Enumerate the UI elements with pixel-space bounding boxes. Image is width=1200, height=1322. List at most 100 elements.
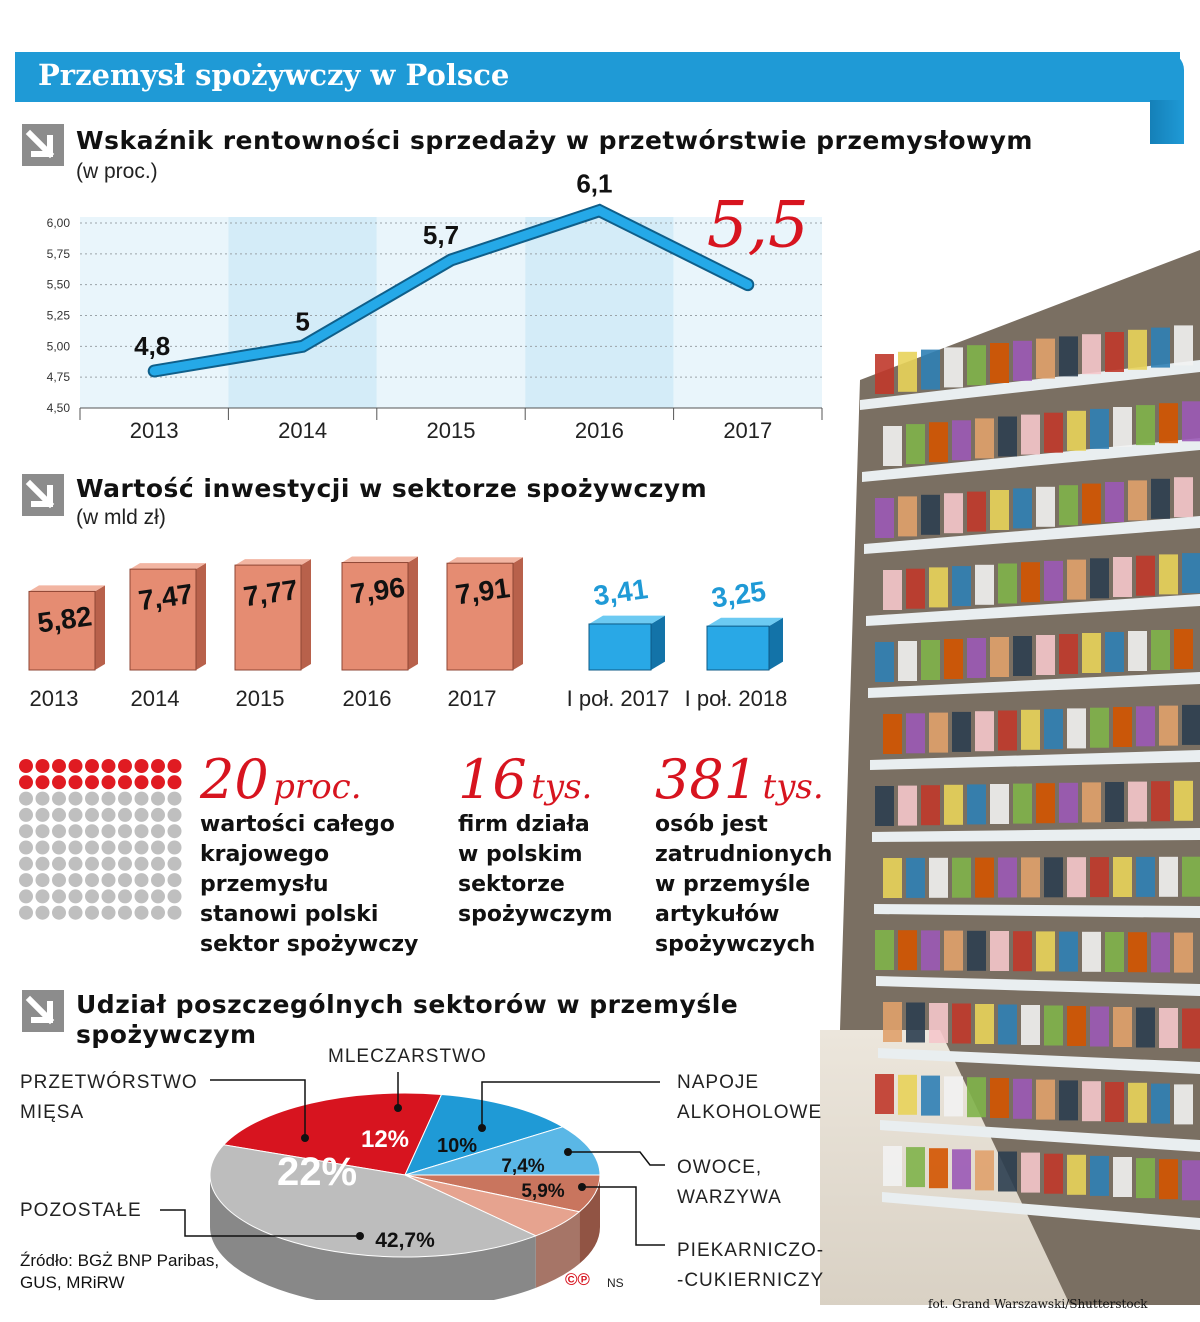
product-block [1113, 407, 1132, 447]
dot [35, 873, 50, 888]
product-block [1013, 636, 1032, 676]
pie-label-meat: PRZETWÓRSTWO MIĘSA [20, 1068, 198, 1128]
product-block [1182, 401, 1200, 442]
product-block [1128, 781, 1147, 822]
product-block [998, 1004, 1017, 1045]
pie-label-line: PRZETWÓRSTWO [20, 1072, 198, 1093]
dot [101, 824, 116, 839]
product-block [929, 1003, 948, 1043]
pie-label-line: ALKOHOLOWE [677, 1102, 823, 1123]
pie-value-label: 5,9% [521, 1181, 564, 1202]
dot [35, 791, 50, 806]
chart-band [525, 217, 674, 408]
product-block [967, 491, 986, 532]
stat-1-line: przemysłu [200, 872, 329, 897]
product-block [875, 498, 894, 538]
leader-dot [478, 1124, 486, 1132]
dot-highlighted [151, 759, 165, 773]
shelf-edge [866, 594, 1200, 626]
product-block [1136, 706, 1155, 747]
dot [19, 889, 33, 904]
shelf-edge [860, 360, 1200, 410]
shelf-edge [880, 1120, 1200, 1152]
pie-slice-side [579, 1175, 600, 1264]
product-block [1021, 1005, 1040, 1045]
product-block [1013, 488, 1032, 529]
dot [167, 856, 182, 871]
stat-1-line: sektor spożywczy [200, 932, 419, 957]
bar-top [589, 615, 665, 624]
product-block [1013, 783, 1032, 824]
category-label: 2013 [30, 686, 79, 711]
pie-slice-side [210, 1175, 536, 1300]
pie-chart-title: Udział poszczególnych sektorów w przemyś… [76, 990, 739, 1049]
product-block [906, 568, 925, 609]
product-block [1151, 1083, 1170, 1124]
dot [118, 824, 132, 839]
data-label-highlight: 5,5 [707, 189, 809, 263]
pie-label-line: NAPOJE [677, 1072, 760, 1093]
pie-slice [404, 1126, 601, 1176]
product-block [1090, 1006, 1109, 1047]
series-point [300, 344, 305, 349]
pie-label-line: MLECZARSTWO [328, 1046, 487, 1067]
product-block [1044, 709, 1063, 750]
dot [52, 824, 66, 839]
shelf-edge [878, 1048, 1200, 1074]
product-block [1036, 783, 1055, 824]
product-block [1013, 1078, 1032, 1119]
product-block [1059, 782, 1078, 823]
product-block [1128, 932, 1147, 973]
pie-label-bakery: PIEKARNICZO- -CUKIERNICZY [677, 1236, 824, 1296]
product-block [1082, 483, 1101, 524]
product-block [1182, 553, 1200, 594]
bar-value-label: 7,91 [453, 572, 511, 610]
stat-1-number: 20 [200, 748, 269, 811]
product-block [1136, 555, 1155, 596]
bar-side [769, 617, 783, 670]
product-block [1113, 557, 1132, 597]
bar-top [707, 617, 783, 627]
bar-top [342, 556, 418, 563]
stat-3-line: w przemyśle [655, 872, 811, 897]
product-block [975, 418, 994, 459]
product-block [1082, 782, 1101, 823]
y-tick-label: 5,25 [47, 309, 71, 323]
product-block [944, 347, 963, 388]
pie-label-other: POZOSTAŁE [20, 1196, 142, 1226]
dot [19, 824, 33, 839]
dot [52, 905, 66, 920]
bar-chart-subtitle: (w mld zł) [76, 506, 166, 529]
dot [52, 840, 66, 855]
product-block [967, 345, 986, 386]
product-block [1128, 1082, 1147, 1123]
bar-side [301, 559, 311, 670]
line-chart-title: Wskaźnik rentowności sprzedaży w przetwó… [76, 126, 1033, 155]
product-block [998, 1151, 1017, 1192]
product-block [1151, 781, 1170, 822]
data-label: 4,8 [134, 331, 170, 361]
dot-highlighted [52, 759, 66, 773]
header-banner [15, 52, 1180, 102]
bar-side [651, 615, 665, 670]
product-block [875, 1074, 894, 1114]
bar-side [408, 556, 418, 670]
y-tick-label: 6,00 [47, 216, 71, 230]
leader-line [481, 1081, 660, 1128]
dot-highlighted [68, 775, 83, 790]
dot [167, 873, 182, 888]
product-block [1044, 1153, 1063, 1194]
product-block [1105, 482, 1124, 522]
arrow-down-right-icon [22, 990, 64, 1032]
line-chart-subtitle: (w proc.) [76, 160, 158, 183]
product-block [1090, 558, 1109, 599]
stat-1-line: krajowego [200, 842, 330, 867]
dot [85, 889, 99, 904]
series-point [597, 208, 602, 213]
stat-3: 381 tys. [655, 748, 824, 811]
product-block [990, 343, 1009, 383]
source-line: GUS, MRiRW [20, 1273, 125, 1292]
product-block [1105, 932, 1124, 972]
product-block [952, 711, 971, 752]
dot-highlighted [19, 775, 33, 790]
